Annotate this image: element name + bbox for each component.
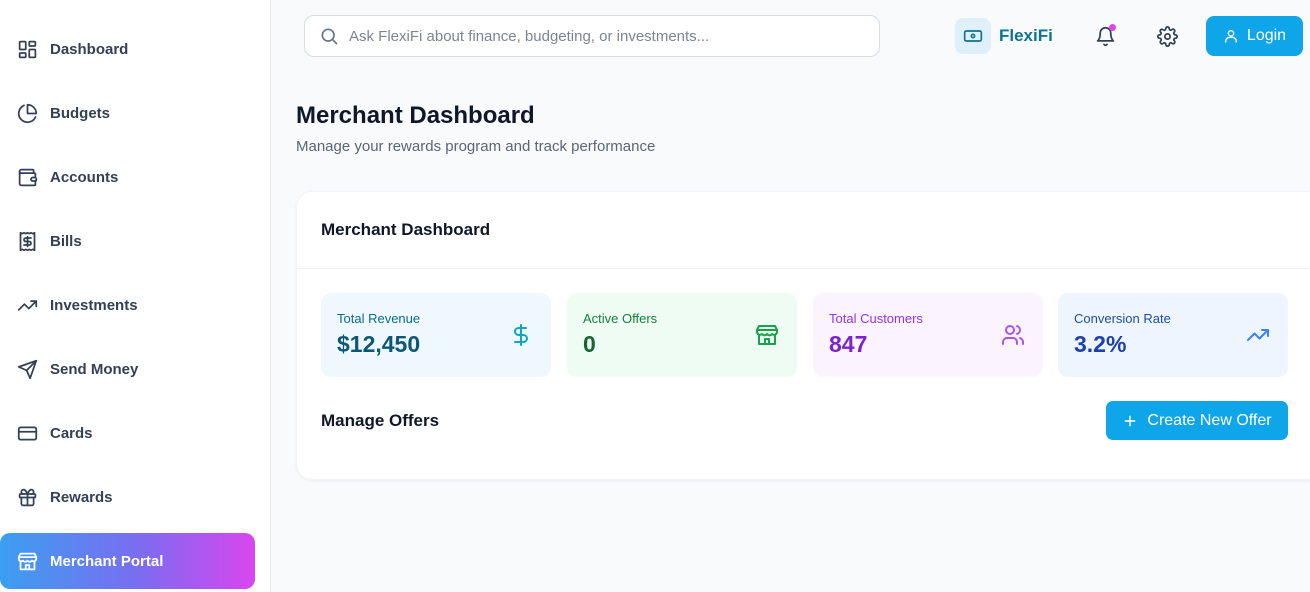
sidebar-item-label: Merchant Portal — [50, 552, 164, 570]
page-subtitle: Manage your rewards program and track pe… — [296, 138, 656, 155]
search-bar[interactable] — [304, 15, 880, 57]
sidebar-item-merchant-portal[interactable]: Merchant Portal — [0, 533, 255, 589]
sidebar-item-rewards[interactable]: Rewards — [0, 469, 255, 525]
sidebar-item-label: Investments — [50, 296, 138, 314]
sidebar-item-send-money[interactable]: Send Money — [0, 341, 255, 397]
store-icon — [755, 323, 779, 347]
pie-chart-icon — [16, 102, 38, 124]
stat-total-revenue: Total Revenue $12,450 — [321, 293, 551, 377]
stat-label: Active Offers — [583, 311, 658, 326]
send-icon — [16, 358, 38, 380]
sidebar-item-label: Dashboard — [50, 40, 129, 58]
sidebar-item-label: Cards — [50, 424, 93, 442]
search-input[interactable] — [349, 27, 849, 45]
trending-up-icon — [1246, 323, 1270, 347]
stat-label: Total Customers — [829, 311, 923, 326]
create-offer-label: Create New Offer — [1147, 411, 1272, 429]
login-label: Login — [1246, 27, 1287, 44]
stat-value: 0 — [583, 331, 596, 357]
card-title: Merchant Dashboard — [321, 220, 491, 239]
brand: FlexiFi — [955, 18, 1053, 54]
sidebar-item-investments[interactable]: Investments — [0, 277, 255, 333]
store-icon — [16, 550, 38, 572]
dollar-icon — [509, 323, 533, 347]
banknote-icon — [955, 18, 991, 54]
stat-label: Conversion Rate — [1074, 311, 1171, 326]
login-button[interactable]: Login — [1206, 16, 1303, 56]
user-icon — [1224, 30, 1237, 43]
brand-name: FlexiFi — [999, 26, 1053, 45]
create-new-offer-button[interactable]: Create New Offer — [1106, 401, 1288, 440]
stat-conversion-rate: Conversion Rate 3.2% — [1058, 293, 1288, 377]
page-title: Merchant Dashboard — [296, 102, 535, 129]
merchant-dashboard-card: Merchant Dashboard Total Revenue $12,450… — [296, 191, 1310, 480]
sidebar-item-dashboard[interactable]: Dashboard — [0, 21, 255, 77]
manage-offers-title: Manage Offers — [321, 411, 440, 430]
plus-icon — [1124, 415, 1136, 426]
stat-value: 3.2% — [1074, 331, 1127, 357]
stat-label: Total Revenue — [337, 311, 421, 326]
notification-dot — [1109, 24, 1116, 31]
bell-icon — [1096, 26, 1114, 46]
divider — [297, 268, 1310, 269]
stat-active-offers: Active Offers 0 — [567, 293, 797, 377]
stat-value: $12,450 — [337, 331, 421, 357]
sidebar-item-label: Rewards — [50, 488, 113, 506]
trending-up-icon — [16, 294, 38, 316]
sidebar-item-budgets[interactable]: Budgets — [0, 85, 255, 141]
layout-grid-icon — [16, 38, 38, 60]
sidebar-item-label: Send Money — [50, 360, 139, 378]
stat-total-customers: Total Customers 847 — [813, 293, 1043, 377]
sidebar-item-bills[interactable]: Bills — [0, 213, 255, 269]
wallet-icon — [16, 166, 38, 188]
search-icon — [321, 28, 338, 45]
users-icon — [1001, 323, 1025, 347]
sidebar-item-label: Accounts — [50, 168, 119, 186]
sidebar-item-cards[interactable]: Cards — [0, 405, 255, 461]
settings-button[interactable] — [1151, 20, 1183, 52]
notifications-button[interactable] — [1089, 20, 1121, 52]
sidebar-item-label: Budgets — [50, 104, 110, 122]
gift-icon — [16, 486, 38, 508]
stat-value: 847 — [829, 331, 868, 357]
credit-card-icon — [16, 422, 38, 444]
sidebar-item-accounts[interactable]: Accounts — [0, 149, 255, 205]
sidebar: Dashboard Budgets Accounts Bills Investm… — [0, 0, 271, 592]
receipt-icon — [16, 230, 38, 252]
gear-icon — [1156, 25, 1178, 47]
sidebar-item-label: Bills — [50, 232, 82, 250]
